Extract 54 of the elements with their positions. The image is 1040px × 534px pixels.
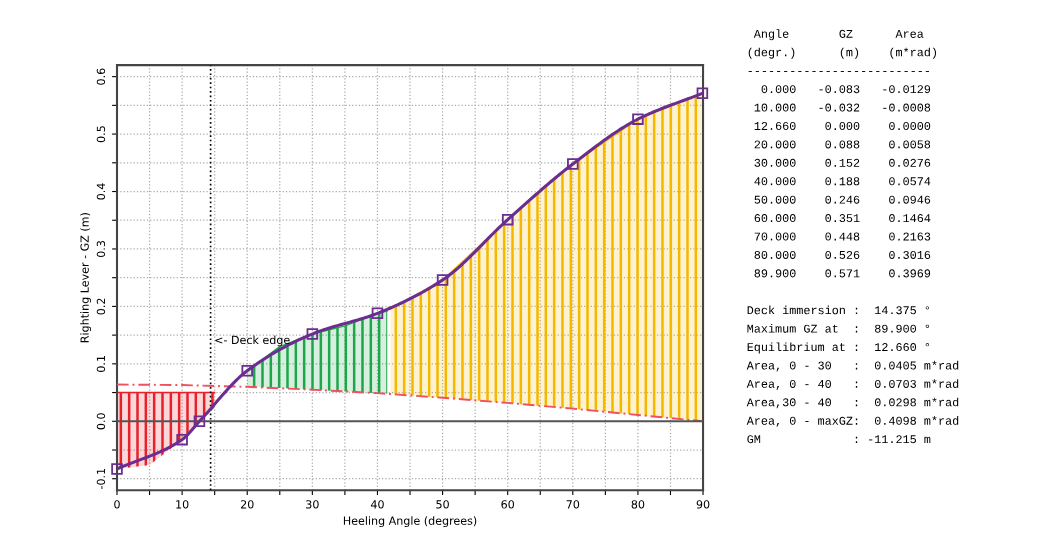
x-tick-label: 10 [176,500,189,509]
x-tick-label: 60 [501,500,515,509]
y-tick-label: 0.1 [96,356,106,372]
text: 0.000 -0.083 -0.0129 [761,85,931,94]
text: 89.900 0.571 0.3969 [754,269,931,278]
x-tick-label: 0 [114,500,120,509]
point [436,274,449,286]
point [193,415,206,428]
text: 30.000 0.152 0.0276 [754,158,931,167]
text: Area, 0 - 30 : 0.0405 m*rad [746,360,959,372]
x-tick-label: 40 [370,500,384,509]
text: -------------------------- [748,71,929,72]
y-tick-label: 0.0 [96,413,106,430]
point [501,213,514,226]
x-axis-title: Heeling Angle (degrees) [343,516,477,527]
text: 60.000 0.351 0.1464 [754,214,931,223]
text: 70.000 0.448 0.2163 [754,232,931,241]
text: Area, 0 - 40 : 0.0703 m*rad [746,379,959,390]
point [632,113,644,125]
text: 50.000 0.246 0.0946 [754,195,931,204]
text: 10.000 -0.032 -0.0008 [754,103,931,112]
point [241,364,253,377]
text: 20.000 0.088 0.0058 [754,140,931,149]
ref-line-label: <- Deck edge [215,335,290,347]
x-tick-label: 20 [240,500,254,509]
y-tick-label: 0.5 [96,126,106,143]
y-axis-title: Righting Lever - GZ (m) [80,213,91,343]
point [371,307,384,320]
y-tick-label: 0.2 [96,298,106,315]
x-tick-label: 50 [436,500,449,509]
text: GM : -11.215 m [747,435,931,444]
point [696,87,709,100]
text: Angle GZ Area [753,29,924,41]
text: 40.000 0.188 0.0574 [754,177,931,186]
x-tick-label: 80 [631,500,645,509]
point [567,158,579,170]
y-tick-label: 0.3 [96,241,106,258]
text: Maximum GZ at : 89.900 ° [747,323,930,333]
text: Equilibrium at : 12.660 ° [747,342,930,354]
text: (degr.) (m) (m*rad) [748,47,937,59]
text: Deck immersion : 14.375 ° [747,305,930,315]
point [111,463,123,475]
x-tick-label: 70 [566,500,580,509]
y-tick-label: 0.4 [96,183,106,200]
point [306,328,319,340]
point [176,433,188,446]
text: 12.660 0.000 0.0000 [754,121,931,130]
x-tick-label: 30 [306,500,319,509]
x-tick-label: 90 [696,500,710,509]
y-tick-label: -0.1 [96,468,106,490]
text: Area,30 - 40 : 0.0298 m*rad [746,397,959,409]
text: 80.000 0.526 0.3016 [754,250,931,259]
y-tick-label: 0.6 [96,68,106,85]
text: Area, 0 - maxGZ: 0.4098 m*rad [746,416,959,427]
